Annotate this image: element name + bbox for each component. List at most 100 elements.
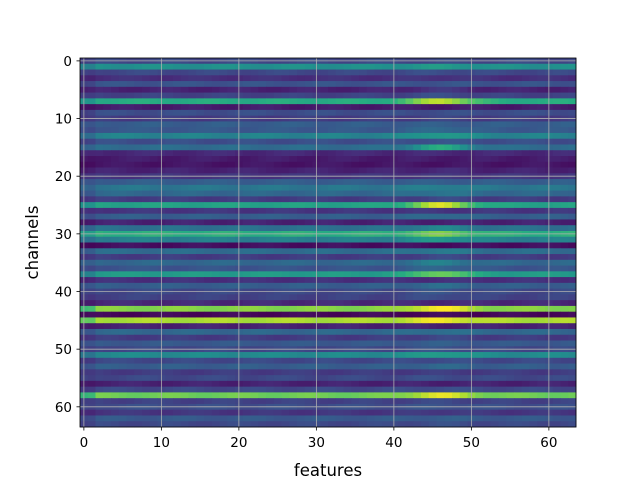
- heatmap-cell: [475, 271, 484, 278]
- heatmap-cell: [328, 144, 337, 151]
- heatmap-cell: [118, 144, 127, 151]
- heatmap-cell: [188, 340, 197, 347]
- heatmap-cell: [428, 334, 437, 341]
- heatmap-cell: [359, 392, 368, 399]
- heatmap-cell: [366, 357, 375, 364]
- heatmap-cell: [359, 386, 368, 393]
- heatmap-cell: [242, 375, 251, 382]
- heatmap-cell: [397, 92, 406, 99]
- heatmap-cell: [529, 156, 538, 163]
- heatmap-cell: [343, 271, 352, 278]
- heatmap-cell: [374, 86, 383, 93]
- heatmap-cell: [258, 225, 267, 232]
- heatmap-cell: [328, 104, 337, 111]
- heatmap-cell: [498, 138, 507, 145]
- heatmap-cell: [304, 86, 313, 93]
- heatmap-cell: [242, 196, 251, 203]
- heatmap-cell: [328, 109, 337, 117]
- heatmap-cell: [521, 282, 530, 290]
- heatmap-cell: [552, 421, 561, 428]
- heatmap-cell: [142, 265, 151, 272]
- heatmap-cell: [204, 386, 213, 393]
- heatmap-cell: [180, 398, 189, 405]
- heatmap-cell: [111, 271, 120, 278]
- heatmap-cell: [196, 69, 205, 76]
- heatmap-cell: [413, 334, 422, 341]
- heatmap-cell: [560, 202, 569, 209]
- heatmap-cell: [118, 86, 127, 93]
- heatmap-cell: [452, 127, 461, 134]
- heatmap-cell: [444, 328, 453, 336]
- heatmap-cell: [320, 92, 329, 99]
- heatmap-cell: [397, 207, 406, 215]
- heatmap-cell: [142, 357, 151, 364]
- heatmap-cell: [266, 421, 275, 428]
- heatmap-cell: [452, 213, 461, 220]
- heatmap-cell: [266, 386, 275, 393]
- heatmap-cell: [211, 317, 220, 324]
- heatmap-cell: [359, 248, 368, 255]
- heatmap-cell: [142, 132, 151, 140]
- heatmap-cell: [297, 75, 306, 82]
- heatmap-cell: [258, 271, 267, 278]
- heatmap-cell: [366, 150, 375, 157]
- heatmap-cell: [521, 352, 530, 359]
- heatmap-cell: [359, 317, 368, 324]
- heatmap-cell: [180, 380, 189, 388]
- heatmap-cell: [529, 219, 538, 226]
- heatmap-cell: [297, 259, 306, 266]
- heatmap-cell: [521, 225, 530, 232]
- heatmap-cell: [351, 184, 360, 192]
- heatmap-cell: [111, 92, 120, 99]
- heatmap-cell: [351, 92, 360, 99]
- heatmap-cell: [95, 328, 104, 336]
- heatmap-cell: [397, 254, 406, 261]
- heatmap-cell: [397, 213, 406, 220]
- heatmap-cell: [506, 236, 515, 243]
- heatmap-cell: [134, 317, 143, 324]
- heatmap-cell: [149, 144, 158, 151]
- heatmap-cell: [87, 98, 96, 105]
- heatmap-cell: [405, 98, 414, 105]
- heatmap-cell: [428, 380, 437, 388]
- heatmap-cell: [382, 196, 391, 203]
- heatmap-cell: [506, 265, 515, 272]
- heatmap-cell: [134, 196, 143, 203]
- heatmap-cell: [266, 317, 275, 324]
- heatmap-cell: [304, 190, 313, 197]
- heatmap-cell: [196, 305, 205, 313]
- heatmap-cell: [180, 265, 189, 272]
- heatmap-cell: [188, 421, 197, 428]
- heatmap-cell: [289, 271, 298, 278]
- heatmap-cell: [103, 248, 112, 255]
- heatmap-cell: [382, 363, 391, 370]
- heatmap-cell: [111, 63, 120, 70]
- heatmap-cell: [483, 127, 492, 134]
- heatmap-cell: [552, 415, 561, 422]
- heatmap-cell: [444, 369, 453, 376]
- heatmap-cell: [428, 150, 437, 157]
- heatmap-cell: [560, 190, 569, 197]
- heatmap-cell: [343, 328, 352, 336]
- heatmap-cell: [514, 132, 523, 140]
- heatmap-cell: [413, 213, 422, 220]
- heatmap-cell: [149, 63, 158, 70]
- heatmap-cell: [506, 271, 515, 278]
- heatmap-cell: [320, 179, 329, 186]
- heatmap-cell: [521, 421, 530, 428]
- heatmap-cell: [281, 242, 290, 249]
- heatmap-cell: [514, 259, 523, 266]
- heatmap-cell: [452, 150, 461, 157]
- heatmap-cell: [490, 254, 499, 261]
- heatmap-cell: [335, 357, 344, 364]
- heatmap-cell: [514, 398, 523, 405]
- heatmap-cell: [188, 207, 197, 215]
- heatmap-cell: [382, 409, 391, 416]
- heatmap-cell: [537, 121, 546, 128]
- heatmap-cell: [242, 236, 251, 243]
- heatmap-cell: [552, 254, 561, 261]
- heatmap-cell: [397, 369, 406, 376]
- heatmap-cell: [483, 156, 492, 163]
- heatmap-cell: [134, 363, 143, 370]
- heatmap-cell: [219, 121, 228, 128]
